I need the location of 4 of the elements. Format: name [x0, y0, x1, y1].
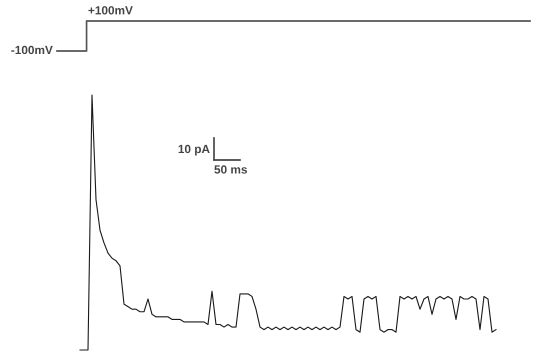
- annotation: 50 ms: [214, 165, 247, 174]
- annotation: -100mV: [11, 46, 53, 54]
- annotation: 10 pA: [178, 144, 210, 156]
- text: +100mV: [88, 6, 133, 14]
